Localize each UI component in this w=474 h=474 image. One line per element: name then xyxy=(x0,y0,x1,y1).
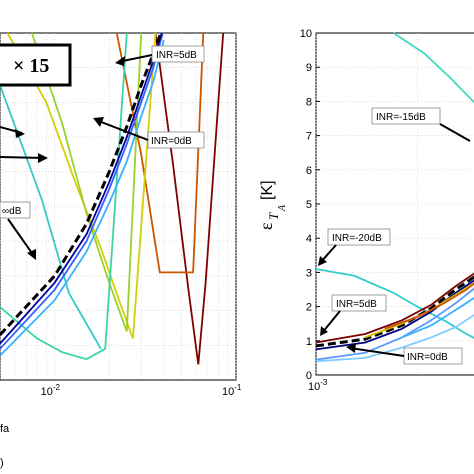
annotation-inr-20: INR=-20dB xyxy=(318,228,391,266)
series-line xyxy=(0,32,164,350)
annotation-box xyxy=(331,294,387,312)
y-tick-label: 10 xyxy=(300,28,312,40)
panel-tag: ) xyxy=(0,457,4,469)
annotation-box xyxy=(151,45,205,63)
arrowhead xyxy=(346,343,356,353)
right-y-ticks: 0 1 2 3 4 5 6 7 8 9 10 xyxy=(300,28,320,382)
series-line xyxy=(315,314,474,363)
annotation-inr5-left: INR=5dB xyxy=(115,45,205,66)
series-line xyxy=(315,287,474,361)
series-line xyxy=(315,279,474,351)
annotation-arrow xyxy=(7,218,35,257)
annotation-arrow xyxy=(439,123,471,142)
series-line xyxy=(0,32,163,336)
y-tick-label: 5 xyxy=(306,199,312,211)
arrowhead xyxy=(15,129,25,138)
y-tick-label: 7 xyxy=(306,131,312,143)
y-tick-label: 8 xyxy=(306,96,312,108)
annotation-inf-left: ∞dB xyxy=(0,201,36,260)
series-line xyxy=(31,32,143,332)
left-xlabel: fa xyxy=(0,423,10,435)
annotation-arrow xyxy=(321,310,341,334)
annotation-label: INR=5dB xyxy=(336,299,377,310)
annotation-label: INR=-20dB xyxy=(332,233,382,244)
left-x-ticks: 10-2 10-1 xyxy=(41,383,242,398)
x-tick-label: 10-1 xyxy=(222,383,242,398)
right-ylabel: ε T A [K] xyxy=(256,180,288,230)
annotation-label: ∞dB xyxy=(2,206,22,217)
ylabel-sub-a: A xyxy=(277,204,288,212)
series-line xyxy=(384,282,474,330)
x-tick-label: 10-3 xyxy=(308,378,328,393)
annotation-arrow xyxy=(349,347,405,357)
series-line xyxy=(315,275,474,348)
series-line xyxy=(401,296,474,339)
y-tick-label: 6 xyxy=(306,165,312,177)
y-tick-label: 0 xyxy=(306,370,312,382)
series-line xyxy=(315,268,474,339)
y-tick-label: 2 xyxy=(306,302,312,314)
inset-box xyxy=(0,43,72,87)
arrowhead xyxy=(318,256,327,266)
annotation-arrow xyxy=(95,119,149,141)
annotation-label: INR=0dB xyxy=(407,352,448,363)
arrow-unlabeled-2 xyxy=(0,156,45,159)
x-tick-label: 10-2 xyxy=(41,383,61,398)
annotation-label: INR=0dB xyxy=(151,136,192,147)
y-tick-label: 9 xyxy=(306,62,312,74)
annotation-box xyxy=(327,228,391,246)
annotation-inr0-right: INR=0dB xyxy=(346,343,463,365)
annotation-inr5-right: INR=5dB xyxy=(320,294,387,336)
series-line xyxy=(6,32,157,339)
annotation-box xyxy=(371,107,441,125)
right-series xyxy=(315,32,474,363)
series-line xyxy=(393,32,474,104)
left-series xyxy=(0,32,225,365)
left-axes: 10-2 10-1 fa ) × 15 INR=5dB INR=0dB ∞dB xyxy=(0,32,242,469)
annotation-inr-15: INR=-15dB xyxy=(371,107,471,142)
annotation-inr0-left: INR=0dB xyxy=(93,117,205,149)
arrowhead xyxy=(320,326,328,336)
ylabel-epsilon: ε xyxy=(256,222,276,230)
arrowhead xyxy=(38,153,48,163)
annotation-label: INR=-15dB xyxy=(376,112,426,123)
annotation-label: INR=5dB xyxy=(156,50,197,61)
series-line xyxy=(0,39,165,357)
inset-text: × 15 xyxy=(13,55,49,77)
right-x-ticks: 10-3 xyxy=(308,378,328,393)
series-line xyxy=(0,32,128,361)
annotation-box xyxy=(0,201,31,219)
y-tick-label: 1 xyxy=(306,336,312,348)
ylabel-sub-t: T xyxy=(266,212,281,220)
series-line xyxy=(315,272,474,344)
y-tick-label: 4 xyxy=(306,233,312,245)
ylabel-unit: [K] xyxy=(259,180,276,200)
y-tick-label: 3 xyxy=(306,267,312,279)
series-line xyxy=(0,84,102,350)
arrowhead xyxy=(27,249,36,260)
right-axes: 0 1 2 3 4 5 6 7 8 9 10 10-3 ε T A [K] INR=-15dB IN… xyxy=(256,28,474,393)
arrowhead xyxy=(93,117,104,127)
series-line xyxy=(0,32,163,345)
arrowhead xyxy=(115,56,125,66)
